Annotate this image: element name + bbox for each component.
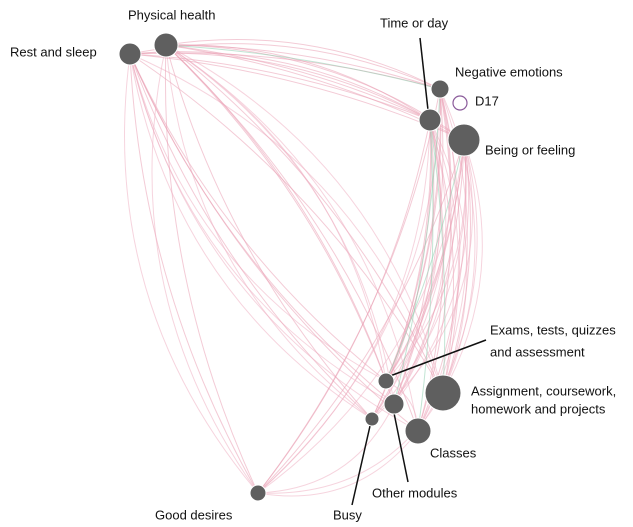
node — [377, 372, 395, 390]
edge — [129, 53, 373, 420]
node — [452, 95, 468, 111]
edge — [442, 139, 483, 394]
node — [153, 32, 179, 58]
edge — [257, 139, 465, 494]
edge — [129, 53, 387, 382]
node — [430, 79, 450, 99]
node — [418, 108, 442, 132]
node-label: Rest and sleep — [10, 44, 97, 59]
node-label: Being or feeling — [485, 142, 575, 157]
leader-line — [351, 425, 371, 506]
edge — [129, 53, 387, 382]
edge — [257, 88, 441, 494]
node-label: Exams, tests, quizzes — [490, 322, 616, 337]
edge — [165, 44, 373, 420]
edge — [417, 119, 434, 432]
edge — [429, 119, 446, 394]
node — [404, 417, 432, 445]
node-label: and assessment — [490, 344, 585, 359]
edge — [165, 44, 431, 121]
leader-line — [419, 37, 429, 111]
node — [424, 374, 462, 412]
edge — [393, 139, 465, 405]
node-label: Good desires — [155, 507, 233, 522]
node — [447, 123, 481, 157]
leader-lines — [351, 37, 487, 506]
node — [249, 484, 267, 502]
leader-line — [393, 412, 409, 483]
edge — [371, 139, 473, 420]
edge — [385, 139, 465, 382]
edge — [165, 44, 441, 90]
edge — [129, 53, 419, 432]
edge — [129, 53, 373, 420]
node-label: Classes — [430, 445, 477, 460]
node-label: Time or day — [380, 15, 449, 30]
node — [383, 393, 405, 415]
node-label: Assignment, coursework, — [471, 383, 616, 398]
node-label: homework and projects — [471, 401, 606, 416]
node-label: D17 — [475, 93, 499, 108]
edge — [257, 403, 395, 494]
edge — [385, 119, 442, 382]
edge — [129, 53, 465, 141]
labels: Rest and sleep Physical health Time or d… — [10, 7, 616, 522]
leader-line — [389, 339, 487, 377]
edge — [393, 88, 441, 405]
edge — [393, 119, 435, 405]
edge — [124, 53, 259, 494]
edge — [151, 44, 259, 494]
edge — [165, 44, 441, 90]
edge — [257, 392, 444, 494]
nodes — [118, 32, 481, 502]
node-label: Physical health — [128, 7, 215, 22]
node-label: Busy — [333, 507, 362, 522]
edge — [165, 44, 465, 141]
edge — [257, 430, 419, 497]
node — [118, 42, 142, 66]
edge — [129, 53, 419, 432]
node-label: Negative emotions — [455, 64, 563, 79]
edge — [129, 53, 259, 494]
edge — [165, 44, 465, 141]
edge — [164, 44, 259, 494]
edge — [129, 53, 431, 121]
edge — [165, 39, 441, 90]
edge — [165, 44, 431, 121]
node-label: Other modules — [372, 485, 458, 500]
edge — [257, 139, 465, 494]
edge — [393, 88, 444, 405]
edge — [165, 44, 373, 420]
edge — [129, 53, 395, 405]
edge — [129, 53, 395, 405]
node — [364, 411, 380, 427]
